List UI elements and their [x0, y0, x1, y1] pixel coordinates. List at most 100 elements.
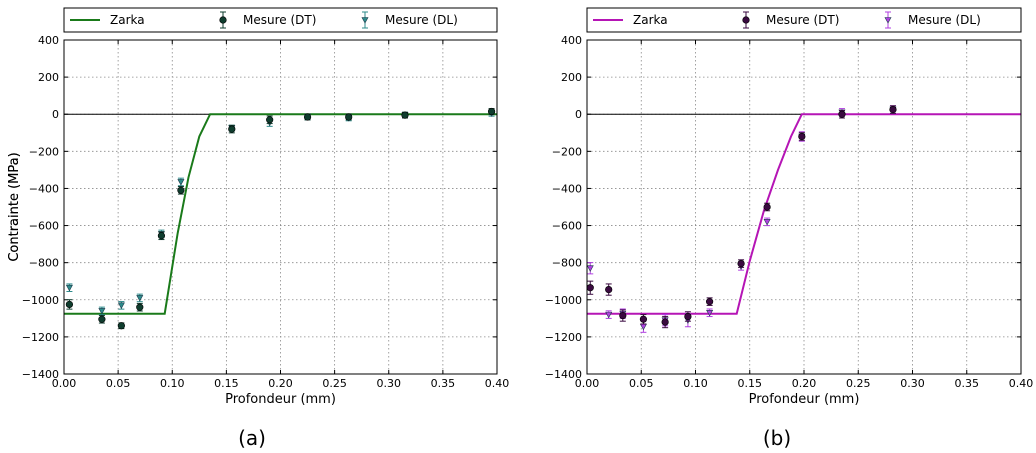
legend-dl-label: Mesure (DL)	[908, 13, 981, 27]
y-tick-label: −1000	[545, 294, 582, 307]
x-tick-label: 0.25	[846, 377, 871, 390]
y-tick-label: 200	[561, 71, 582, 84]
series-dt-point	[136, 303, 144, 311]
series-dt-point	[619, 311, 627, 320]
x-tick-label: 0.00	[575, 377, 600, 390]
y-tick-label: −400	[29, 182, 59, 195]
series-dt-point	[303, 113, 312, 121]
legend-dt-label: Mesure (DT)	[766, 13, 839, 27]
chart-panel-b: 0.00 0.05 0.10 0.15 0.20 0.25 0.30 0.35 0.40 400 2…	[7, 7, 1034, 450]
series-dt-point	[65, 300, 74, 309]
x-tick-label: 0.35	[955, 377, 980, 390]
x-tick-label: 0.05	[629, 377, 654, 390]
x-tick-label: 0.40	[1009, 377, 1034, 390]
x-tick-label: 0.25	[322, 377, 347, 390]
legend: Zarka Mesure (DT) Mesure (DL)	[586, 7, 1022, 33]
y-tick-label: −200	[552, 145, 582, 158]
grid	[586, 39, 1022, 375]
series-dt-point	[98, 315, 106, 323]
y-tick-label: 200	[38, 71, 59, 84]
series-dt-point	[345, 113, 353, 121]
legend-dt-swatch	[742, 16, 750, 24]
series-dt-point	[639, 315, 648, 323]
legend-box	[586, 7, 1022, 33]
x-tick-label: 0.15	[214, 377, 239, 390]
series-dt-point	[684, 312, 692, 321]
series-dt-point	[605, 285, 613, 294]
x-tick-label: 0.30	[900, 377, 925, 390]
legend-zarka-label: Zarka	[633, 13, 668, 27]
series-dt-point	[117, 322, 125, 330]
series-dt-point	[661, 318, 669, 326]
y-tick-label: 400	[38, 34, 59, 47]
series-dt-point	[487, 107, 496, 116]
y-axis-label: Contrainte (MPa)	[7, 152, 22, 261]
y-tick-label: −800	[29, 257, 59, 270]
x-axis-label: Profondeur (mm)	[225, 392, 336, 407]
series-dt-point	[737, 259, 745, 268]
x-tick-label: 0.05	[106, 377, 131, 390]
legend-dt-label: Mesure (DT)	[243, 13, 316, 27]
series-dt-point	[266, 116, 274, 124]
x-tick-label: 0.35	[431, 377, 456, 390]
x-tick-label: 0.10	[160, 377, 185, 390]
series-dt-point	[177, 186, 185, 194]
series-dt-point	[228, 125, 236, 133]
series-dt-point	[586, 284, 594, 292]
y-tick-label: −1200	[545, 331, 582, 344]
legend-dl-swatch	[884, 17, 892, 24]
series-zarka-line	[64, 113, 497, 315]
series-dl-point	[98, 308, 106, 315]
series-dl-point	[706, 309, 714, 317]
panel-caption: (b)	[763, 426, 791, 450]
series-dt-point	[889, 105, 897, 114]
legend-dt-swatch	[219, 16, 227, 24]
y-tick-label: −1000	[22, 294, 59, 307]
series-dt-point	[706, 298, 714, 306]
series-zarka-line	[587, 113, 1021, 315]
series-dt-point	[798, 132, 806, 141]
series-dt-point	[157, 232, 166, 240]
series-dl-point	[136, 295, 144, 302]
x-tick-label: 0.20	[268, 377, 293, 390]
series-dt-point	[763, 203, 771, 211]
legend-zarka-label: Zarka	[110, 13, 145, 27]
x-tick-label: 0.00	[52, 377, 77, 390]
series-dt-point	[401, 111, 409, 119]
y-tick-label: 0	[52, 108, 59, 121]
x-tick-label: 0.40	[485, 377, 510, 390]
legend: Zarka Mesure (DT) Mesure (DL)	[63, 7, 498, 33]
series-dl-point	[605, 311, 613, 319]
series-dl-point	[763, 219, 771, 226]
y-tick-label: −800	[552, 257, 582, 270]
y-tick-label: −600	[552, 220, 582, 233]
y-tick-label: −400	[552, 182, 582, 195]
plot-frame	[63, 39, 498, 375]
series-dl-point	[177, 179, 185, 186]
legend-dl-swatch	[361, 17, 369, 24]
x-tick-label: 0.15	[738, 377, 763, 390]
y-axis-label: Contrainte (MPa)	[7, 152, 22, 261]
series-dt-point	[838, 110, 846, 118]
series-dl-point	[117, 302, 125, 309]
y-tick-label: −1400	[22, 368, 59, 381]
legend-box	[63, 7, 498, 33]
x-axis-label: Profondeur (mm)	[749, 392, 860, 407]
grid	[63, 39, 498, 375]
series-dl-point	[586, 265, 594, 272]
y-tick-label: 400	[561, 34, 582, 47]
x-tick-label: 0.20	[792, 377, 817, 390]
y-tick-label: −600	[29, 220, 59, 233]
x-tick-label: 0.10	[683, 377, 708, 390]
y-tick-label: −200	[29, 145, 59, 158]
y-tick-label: −1200	[22, 331, 59, 344]
y-tick-label: −1400	[545, 368, 582, 381]
plot-frame	[586, 39, 1022, 375]
series-dl-point	[65, 284, 73, 292]
x-tick-label: 0.30	[377, 377, 402, 390]
y-tick-label: 0	[575, 108, 582, 121]
panel-caption: (a)	[238, 426, 266, 450]
legend-dl-label: Mesure (DL)	[385, 13, 458, 27]
chart-panel-a: 0.00 0.05 0.10 0.15 0.20 0.25 0.30 0.35 0.40 400 2…	[7, 7, 510, 450]
